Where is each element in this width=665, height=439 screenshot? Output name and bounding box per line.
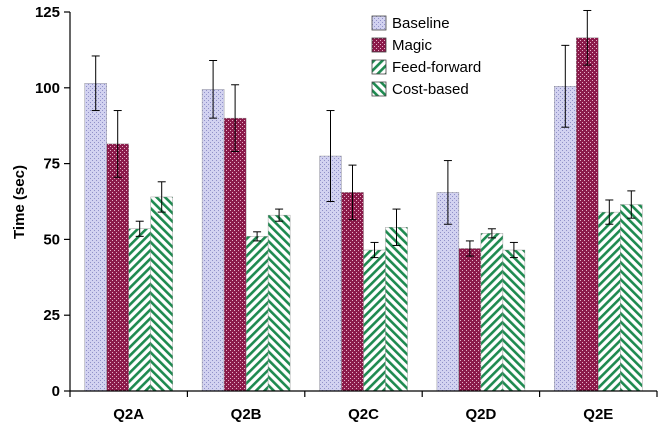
- bar-cost-based-q2b: [267, 214, 291, 392]
- legend-swatch: [371, 37, 387, 53]
- bar-magic-q2c: [341, 192, 364, 392]
- x-category-label: Q2C: [348, 406, 379, 423]
- legend-label: Cost-based: [392, 81, 469, 98]
- legend-label: Feed-forward: [392, 59, 481, 76]
- bar-feed-forward-q2b: [245, 236, 269, 392]
- bar-cost-based-q2e: [620, 204, 643, 392]
- plot-area: [84, 9, 643, 392]
- bar-feed-forward-q2e: [598, 211, 621, 392]
- legend-swatch: [371, 15, 387, 31]
- legend-label: Magic: [392, 37, 433, 54]
- legend: Baseline Magic Feed-forward Cost-based: [371, 15, 481, 98]
- bar-baseline-q2e: [554, 86, 577, 392]
- bar-feed-forward-q2a: [128, 228, 151, 392]
- bar-magic-q2a: [106, 143, 129, 392]
- y-axis: 0 25 50 75 100 125: [35, 4, 71, 400]
- x-category-label: Q2B: [231, 406, 262, 423]
- legend-swatch: [371, 81, 387, 97]
- bar-feed-forward-q2d: [480, 233, 504, 392]
- x-axis: Q2A Q2B Q2C Q2D Q2E: [69, 390, 658, 423]
- x-category-label: Q2D: [465, 406, 496, 423]
- y-axis-title: Time (sec): [11, 165, 28, 239]
- bar-magic-q2d: [458, 248, 482, 392]
- legend-swatch: [371, 59, 387, 75]
- y-tick-label: 50: [43, 231, 60, 248]
- y-tick-label: 100: [35, 80, 60, 97]
- bar-magic-q2e: [576, 37, 599, 392]
- y-tick-label: 125: [35, 4, 60, 21]
- y-tick-label: 25: [43, 307, 60, 324]
- bar-baseline-q2b: [201, 89, 225, 392]
- x-category-label: Q2E: [583, 406, 613, 423]
- bar-baseline-q2a: [84, 83, 107, 392]
- x-category-label: Q2A: [113, 406, 144, 423]
- bar-feed-forward-q2c: [363, 249, 386, 392]
- y-tick-label: 75: [43, 156, 60, 173]
- bar-cost-based-q2c: [385, 227, 408, 392]
- y-tick-label: 0: [52, 383, 60, 400]
- bar-magic-q2b: [223, 117, 247, 392]
- bar-cost-based-q2d: [502, 249, 526, 392]
- legend-label: Baseline: [392, 15, 450, 32]
- bar-cost-based-q2a: [150, 196, 173, 392]
